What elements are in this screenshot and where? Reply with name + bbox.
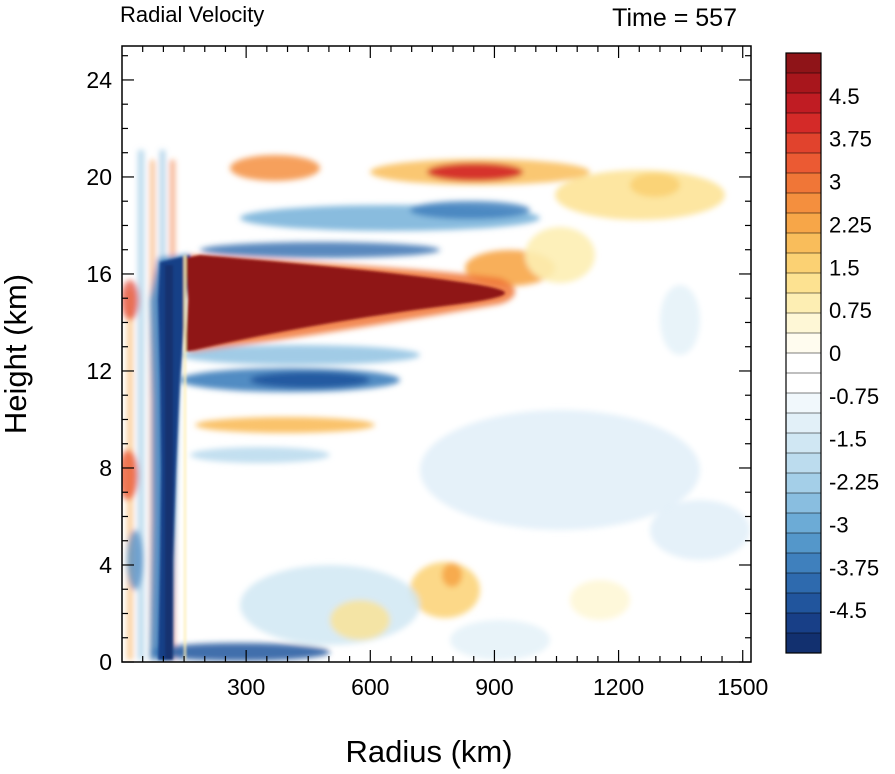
low-yellow-far xyxy=(570,580,630,620)
colorbar-swatch xyxy=(786,353,821,374)
y-axis: 0 4 8 12 16 20 24 xyxy=(86,55,751,675)
colorbar-swatch xyxy=(786,333,821,354)
colorbar-swatch xyxy=(786,293,821,314)
far-yellow-20km-core xyxy=(630,173,680,197)
colorbar-tick-label: -2.25 xyxy=(829,470,879,495)
y-tick-label: 0 xyxy=(99,649,112,675)
x-axis-label: Radius (km) xyxy=(345,734,512,769)
low-blue-boundary xyxy=(150,643,330,661)
colorbar-tick-label: 2.25 xyxy=(829,212,872,237)
y-tick-label: 20 xyxy=(86,164,112,190)
far-blue-9km xyxy=(420,410,700,530)
eyewall-boundary-line xyxy=(184,255,186,660)
y-axis-label: Height (km) xyxy=(0,274,33,434)
colorbar: 4.5 3.75 3 2.25 1.5 0.75 0 -0.75 -1.5 -2.25 -3 -3.7… xyxy=(785,52,879,654)
colorbar-swatch xyxy=(786,253,821,274)
x-tick-label: 1200 xyxy=(593,674,644,700)
low-orange-4km-core xyxy=(442,563,462,587)
colorbar-swatch xyxy=(786,573,821,594)
y-tick-label: 12 xyxy=(86,358,112,384)
y-tick-label: 8 xyxy=(99,455,112,481)
colorbar-swatch xyxy=(786,213,821,234)
colorbar-swatch xyxy=(786,373,821,394)
colorbar-swatch xyxy=(786,313,821,334)
low-blue-2km xyxy=(240,565,420,645)
streak-blue-1 xyxy=(138,150,144,660)
colorbar-tick-label: 4.5 xyxy=(829,84,860,109)
x-tick-label: 300 xyxy=(227,674,265,700)
colorbar-tick-label: 1.5 xyxy=(829,255,860,280)
colorbar-swatch xyxy=(786,413,821,434)
colorbar-swatch xyxy=(786,233,821,254)
colorbar-swatch xyxy=(786,433,821,454)
colorbar-swatch xyxy=(786,493,821,514)
band-blue-11km-core xyxy=(250,372,370,388)
colorbar-swatch xyxy=(786,113,821,134)
y-tick-label: 16 xyxy=(86,261,112,287)
band-blue-12km xyxy=(180,345,420,365)
band-red-20km-left xyxy=(230,155,320,181)
colorbar-swatch xyxy=(786,453,821,474)
chart-title-right: Time = 557 xyxy=(612,4,737,32)
colorbar-swatch xyxy=(786,193,821,214)
colorbar-tick-label: 3.75 xyxy=(829,127,872,152)
x-axis: 300 600 900 1200 1500 xyxy=(142,46,768,700)
far-yellow-16km xyxy=(525,227,595,283)
colorbar-swatch xyxy=(786,533,821,554)
low-orange-4km xyxy=(410,562,480,618)
low-blue-2km-far xyxy=(450,620,550,660)
band-red-20km-peak xyxy=(427,163,523,181)
band-blue-18km-core xyxy=(410,201,530,219)
x-tick-label: 600 xyxy=(351,674,389,700)
colorbar-swatch xyxy=(786,93,821,114)
colorbar-tick-label: -1.5 xyxy=(829,427,867,452)
colorbar-swatch xyxy=(786,273,821,294)
velocity-field xyxy=(122,150,750,661)
colorbar-swatch xyxy=(786,133,821,154)
colorbar-swatch xyxy=(786,153,821,174)
band-orange-9_6km xyxy=(195,417,375,433)
outflow-jet-core xyxy=(185,255,505,352)
band-blue-8_5km xyxy=(190,447,330,463)
colorbar-swatch xyxy=(786,613,821,634)
colorbar-swatch xyxy=(786,513,821,534)
colorbar-tick-label: -0.75 xyxy=(829,384,879,409)
colorbar-swatch xyxy=(786,73,821,94)
chart-title-left: Radial Velocity xyxy=(120,2,264,27)
far-yellow-20km xyxy=(555,170,725,220)
colorbar-tick-label: -3 xyxy=(829,512,849,537)
colorbar-frame xyxy=(785,52,822,654)
x-tick-label: 900 xyxy=(475,674,513,700)
colorbar-tick-label: -3.75 xyxy=(829,555,879,580)
far-blue-14km xyxy=(660,285,700,355)
colorbar-swatch xyxy=(786,553,821,574)
colorbar-swatch xyxy=(786,173,821,194)
colorbar-swatch xyxy=(786,473,821,494)
colorbar-swatch xyxy=(786,593,821,614)
y-tick-label: 4 xyxy=(99,552,112,578)
colorbar-swatch xyxy=(786,53,821,74)
plot-frame xyxy=(121,45,752,663)
blob-red-low-left xyxy=(122,450,138,500)
eyewall-inflow-core xyxy=(165,265,173,660)
field-sharp-layer xyxy=(158,255,505,660)
low-orange-1km xyxy=(330,600,390,640)
band-blue-17km xyxy=(200,242,440,258)
y-tick-label: 24 xyxy=(86,67,112,93)
colorbar-tick-label: 0 xyxy=(829,341,841,366)
x-tick-label: 1500 xyxy=(717,674,768,700)
colorbar-swatch xyxy=(786,633,821,654)
blob-blue-low-left xyxy=(127,530,143,590)
colorbar-tick-label: 3 xyxy=(829,170,841,195)
blob-red-mid-left xyxy=(122,280,139,320)
colorbar-tick-label: 0.75 xyxy=(829,298,872,323)
colorbar-tick-label: -4.5 xyxy=(829,598,867,623)
far-blue-5km xyxy=(650,500,750,560)
colorbar-swatch xyxy=(786,393,821,414)
